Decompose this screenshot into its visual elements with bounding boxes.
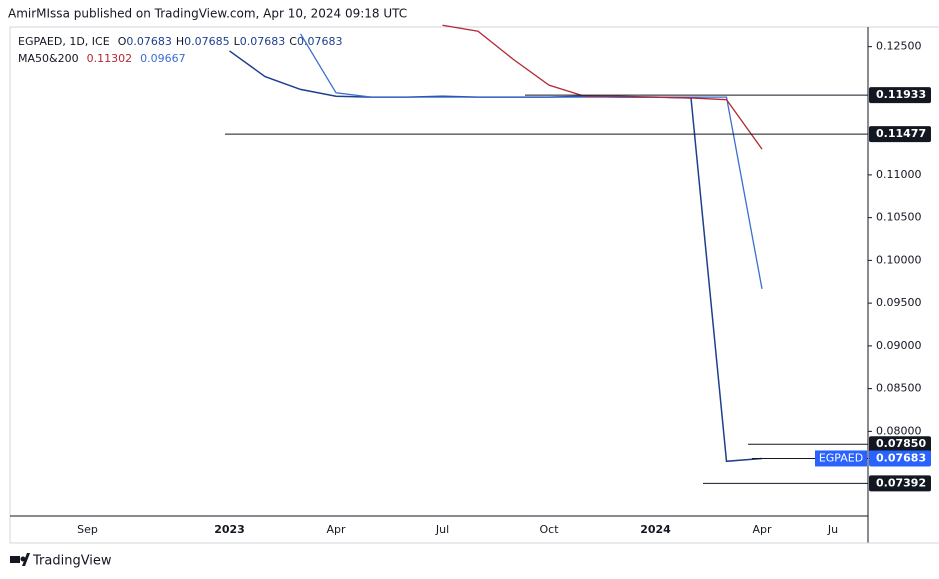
y-tick-label: 0.08500 <box>876 382 922 395</box>
price-label: 0.07683 <box>876 451 926 464</box>
series-line <box>299 33 763 289</box>
ma50-value: 0.09667 <box>140 52 186 65</box>
x-tick-label: 2024 <box>640 523 671 536</box>
y-tick-label: 0.08000 <box>876 424 922 437</box>
x-tick-label: Jul <box>435 523 449 536</box>
x-tick-label: Sep <box>77 523 98 536</box>
ma200-value: 0.11302 <box>87 52 133 65</box>
footer: TradingView <box>32 554 112 569</box>
series-line <box>442 24 763 150</box>
x-tick-label: Apr <box>752 523 772 536</box>
ohlc-name: L <box>234 35 241 48</box>
y-tick-label: 0.09500 <box>876 296 922 309</box>
level-badge <box>869 475 931 492</box>
y-tick-label: 0.11000 <box>876 168 922 181</box>
series-line <box>229 50 763 463</box>
header: AmirMIssa published on TradingView.com, … <box>8 7 407 21</box>
x-tick-label: 2023 <box>214 523 245 536</box>
x-tick-label: Apr <box>326 523 346 536</box>
x-tick-label: Ju <box>827 523 838 536</box>
y-tick-label: 0.10500 <box>876 211 922 224</box>
ohlc-name: H <box>176 35 184 48</box>
level-label: 0.11477 <box>876 127 926 140</box>
ohlc-value: 0.07683 <box>240 35 286 48</box>
symbol-info: EGPAED, 1D, ICE O0.07683 H0.07685 L0.07683 C… <box>18 35 342 48</box>
symbol-badge <box>815 450 867 467</box>
ohlc-name: O <box>118 35 127 48</box>
logo <box>10 553 30 566</box>
x-tick-label: Oct <box>539 523 559 536</box>
symbol-badge-label: EGPAED <box>819 451 863 464</box>
level-badge <box>869 126 931 143</box>
ohlc-name: C <box>289 35 297 48</box>
ma-label: MA50&200 <box>18 52 79 65</box>
level-label: 0.11933 <box>876 88 926 101</box>
level-badge <box>869 436 931 453</box>
ohlc-value: 0.07685 <box>184 35 230 48</box>
y-tick-label: 0.10000 <box>876 253 922 266</box>
y-tick-label: 0.12500 <box>876 40 922 53</box>
ma-info: MA50&200 0.11302 0.09667 <box>18 52 186 65</box>
level-badge <box>869 87 931 104</box>
y-tick-label: 0.09000 <box>876 339 922 352</box>
symbol: EGPAED, 1D, ICE <box>18 35 110 48</box>
price-badge <box>869 450 931 467</box>
ohlc-value: 0.07683 <box>126 35 172 48</box>
level-label: 0.07392 <box>876 476 926 489</box>
ohlc-value: 0.07683 <box>297 35 343 48</box>
level-label: 0.07850 <box>876 437 926 450</box>
